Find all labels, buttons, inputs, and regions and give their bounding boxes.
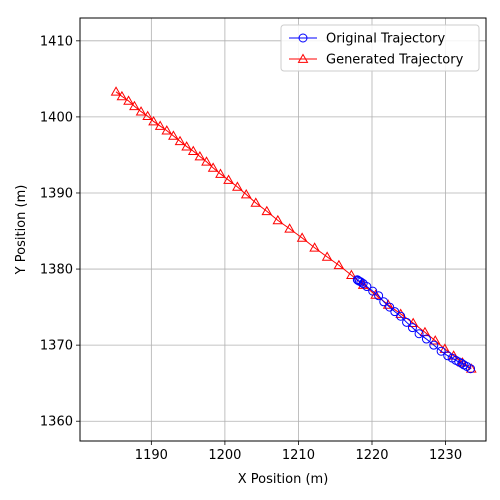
x-tick-label: 1200 [208,448,241,463]
generated-trajectory-point [129,100,140,111]
x-tick-label: 1220 [355,448,388,463]
original-trajectory-point [407,323,417,333]
generated-trajectory-point [154,120,166,130]
plot-frame [79,17,487,442]
original-trajectory-point [396,311,406,321]
generated-trajectory-point [272,214,284,225]
series-original-trajectory [352,275,476,374]
x-tick-label: 1190 [135,448,168,463]
generated-trajectory-point [261,205,273,216]
generated-trajectory-point [187,145,199,156]
legend: Original Trajectory Generated Trajectory [280,24,480,72]
generated-trajectory-point [296,232,308,242]
generated-trajectory-point [110,86,122,96]
generated-trajectory-point [123,95,134,105]
generated-trajectory-point [168,130,179,140]
original-trajectory-point [414,329,424,339]
legend-marker [298,33,308,43]
original-trajectory-point [385,302,395,312]
legend-entry-original-trajectory: Original Trajectory [289,32,445,47]
original-trajectory-point [436,346,446,356]
original-trajectory-point [466,364,476,374]
generated-trajectory-point [250,197,262,207]
generated-trajectory-point [142,110,154,121]
legend-marker [297,53,309,63]
generated-trajectory-point [346,269,357,280]
generated-trajectory-point [181,141,193,151]
generated-trajectory-point [429,335,441,345]
y-tick-label: 1380 [40,263,73,278]
original-trajectory-point [379,297,389,307]
grid [80,18,486,441]
original-trajectory-point [457,358,467,368]
plot-series [110,86,477,374]
legend-entry-generated-trajectory: Generated Trajectory [289,53,464,68]
generated-trajectory-point [207,162,219,172]
generated-trajectory-point [223,174,234,184]
generated-trajectory-point [284,223,295,233]
x-axis-label: X Position (m) [238,472,329,487]
y-tick-label: 1410 [40,34,73,49]
generated-trajectory-point [161,125,173,135]
legend-box [280,24,480,72]
original-trajectory-point [356,277,366,287]
y-tick-label: 1370 [40,339,73,354]
y-axis-label: Y Position (m) [14,185,29,276]
original-trajectory-point [362,282,372,292]
original-trajectory-point [421,334,431,344]
x-tick-label: 1230 [429,448,462,463]
generated-trajectory-point [135,106,147,116]
generated-trajectory-point [232,181,243,191]
y-tick-label: 1390 [40,186,73,201]
generated-trajectory-point [215,168,226,178]
generated-trajectory-point [321,251,333,261]
legend-label: Generated Trajectory [326,53,464,68]
original-trajectory-point [443,351,453,361]
legend-label: Original Trajectory [326,32,445,47]
generated-trajectory-point [309,242,320,252]
original-trajectory-point [374,291,384,301]
generated-trajectory-point [194,150,206,161]
original-trajectory-point [368,286,378,296]
axis-ticks: 1190 1200 1210 1220 1230 1360 1370 1380 1390 1400… [40,34,462,463]
y-tick-label: 1360 [40,415,73,430]
x-tick-label: 1210 [282,448,315,463]
generated-trajectory-point [174,135,186,146]
original-trajectory-point [390,307,400,317]
generated-trajectory-point [116,90,128,101]
generated-trajectory-point [148,115,159,126]
generated-trajectory-point [240,188,252,199]
y-tick-label: 1400 [40,110,73,125]
original-trajectory-point [402,317,412,327]
generated-trajectory-point [201,156,212,166]
generated-trajectory-point [333,259,345,270]
original-trajectory-point [429,340,439,350]
